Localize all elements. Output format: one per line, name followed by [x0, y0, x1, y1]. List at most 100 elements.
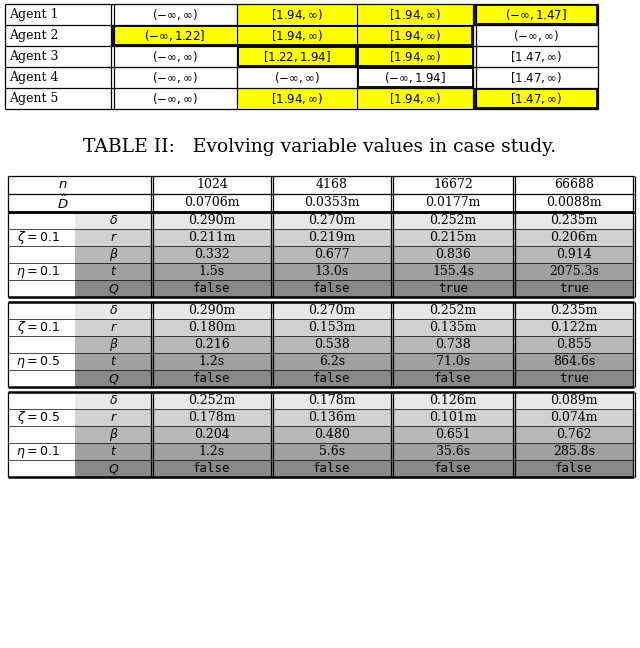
Text: false: false: [193, 372, 231, 385]
Bar: [238, 26, 356, 45]
Bar: [75, 426, 634, 443]
Text: $\beta$: $\beta$: [109, 336, 118, 353]
Text: 6.2s: 6.2s: [319, 355, 345, 368]
Text: 5.6s: 5.6s: [319, 445, 345, 458]
Text: $(-\infty,\infty)$: $(-\infty,\infty)$: [513, 28, 559, 43]
Text: 0.738: 0.738: [435, 338, 471, 351]
Text: Agent 4: Agent 4: [9, 71, 58, 84]
Bar: [75, 280, 634, 297]
Text: 0.216: 0.216: [194, 338, 230, 351]
Text: 1.5s: 1.5s: [199, 265, 225, 278]
Text: 0.101m: 0.101m: [429, 411, 477, 424]
Bar: [113, 26, 236, 45]
Bar: [75, 302, 634, 319]
Text: 0.855: 0.855: [556, 338, 592, 351]
Text: $\zeta = 0.1$: $\zeta = 0.1$: [17, 319, 60, 336]
Text: $t$: $t$: [110, 265, 117, 278]
Bar: [238, 89, 356, 108]
Text: $Q$: $Q$: [108, 371, 119, 386]
Text: 0.122m: 0.122m: [550, 321, 598, 334]
Bar: [75, 443, 634, 460]
Text: 0.270m: 0.270m: [308, 304, 356, 317]
Bar: [358, 5, 473, 24]
Text: 1024: 1024: [196, 178, 228, 192]
Bar: [75, 319, 634, 336]
Text: 0.914: 0.914: [556, 248, 592, 261]
Bar: [75, 370, 634, 387]
Text: $t$: $t$: [110, 355, 117, 368]
Text: $t$: $t$: [110, 445, 117, 458]
Text: true: true: [559, 282, 589, 295]
Text: 66688: 66688: [554, 178, 594, 192]
Bar: [75, 263, 634, 280]
Text: 0.0706m: 0.0706m: [184, 196, 240, 209]
Text: 0.089m: 0.089m: [550, 394, 598, 407]
Text: $(-\infty,\infty)$: $(-\infty,\infty)$: [274, 70, 320, 85]
Text: $[1.94,\infty)$: $[1.94,\infty)$: [389, 7, 442, 22]
Text: $\eta = 0.1$: $\eta = 0.1$: [16, 264, 60, 279]
Text: $r$: $r$: [109, 321, 117, 334]
Text: false: false: [313, 282, 351, 295]
Text: 16672: 16672: [433, 178, 473, 192]
Text: 0.290m: 0.290m: [188, 304, 236, 317]
Text: false: false: [193, 462, 231, 475]
Text: TABLE II:   Evolving variable values in case study.: TABLE II: Evolving variable values in ca…: [83, 138, 557, 156]
Text: 0.178m: 0.178m: [188, 411, 236, 424]
Bar: [475, 89, 597, 108]
Text: $[1.47,\infty)$: $[1.47,\infty)$: [510, 91, 562, 106]
Text: $\eta = 0.1$: $\eta = 0.1$: [16, 443, 60, 459]
Text: Agent 5: Agent 5: [9, 92, 58, 105]
Text: 0.211m: 0.211m: [188, 231, 236, 244]
Bar: [475, 5, 597, 24]
Text: $\delta$: $\delta$: [109, 394, 118, 407]
Text: 0.0088m: 0.0088m: [546, 196, 602, 209]
Text: true: true: [438, 282, 468, 295]
Text: $(-\infty,1.94]$: $(-\infty,1.94]$: [385, 70, 447, 85]
Text: 0.252m: 0.252m: [188, 394, 236, 407]
Bar: [75, 460, 634, 477]
Text: 0.270m: 0.270m: [308, 214, 356, 227]
Bar: [358, 47, 473, 66]
Text: true: true: [559, 372, 589, 385]
Text: 0.180m: 0.180m: [188, 321, 236, 334]
Bar: [75, 246, 634, 263]
Text: $[1.94,\infty)$: $[1.94,\infty)$: [271, 7, 323, 22]
Text: 155.4s: 155.4s: [432, 265, 474, 278]
Bar: [75, 392, 634, 409]
Text: 0.651: 0.651: [435, 428, 471, 441]
Bar: [358, 68, 473, 87]
Text: 0.126m: 0.126m: [429, 394, 477, 407]
Bar: [75, 336, 634, 353]
Text: 0.235m: 0.235m: [550, 214, 598, 227]
Text: 0.252m: 0.252m: [429, 214, 477, 227]
Text: 864.6s: 864.6s: [553, 355, 595, 368]
Text: 2075.3s: 2075.3s: [549, 265, 599, 278]
Bar: [238, 47, 356, 66]
Text: $\beta$: $\beta$: [109, 246, 118, 263]
Bar: [475, 89, 597, 108]
Text: $(-\infty,\infty)$: $(-\infty,\infty)$: [152, 70, 197, 85]
Text: $[1.94,\infty)$: $[1.94,\infty)$: [271, 28, 323, 43]
Text: $n$: $n$: [58, 178, 68, 192]
Text: 13.0s: 13.0s: [315, 265, 349, 278]
Text: $[1.94,\infty)$: $[1.94,\infty)$: [389, 28, 442, 43]
Bar: [238, 47, 356, 66]
Text: 0.136m: 0.136m: [308, 411, 356, 424]
Text: 0.219m: 0.219m: [308, 231, 356, 244]
Text: Agent 2: Agent 2: [9, 29, 58, 42]
Text: 0.290m: 0.290m: [188, 214, 236, 227]
Text: Agent 3: Agent 3: [9, 50, 58, 63]
Text: 0.252m: 0.252m: [429, 304, 477, 317]
Text: 0.0353m: 0.0353m: [304, 196, 360, 209]
Text: 0.153m: 0.153m: [308, 321, 356, 334]
Text: 0.762: 0.762: [556, 428, 592, 441]
Text: 0.235m: 0.235m: [550, 304, 598, 317]
Bar: [75, 409, 634, 426]
Text: $r$: $r$: [109, 231, 117, 244]
Text: $\zeta = 0.5$: $\zeta = 0.5$: [17, 409, 60, 426]
Text: 0.836: 0.836: [435, 248, 471, 261]
Text: $(-\infty,\infty)$: $(-\infty,\infty)$: [152, 49, 197, 64]
Text: $[1.94,\infty)$: $[1.94,\infty)$: [389, 91, 442, 106]
Text: $(-\infty,\infty)$: $(-\infty,\infty)$: [152, 91, 197, 106]
Text: 0.206m: 0.206m: [550, 231, 598, 244]
